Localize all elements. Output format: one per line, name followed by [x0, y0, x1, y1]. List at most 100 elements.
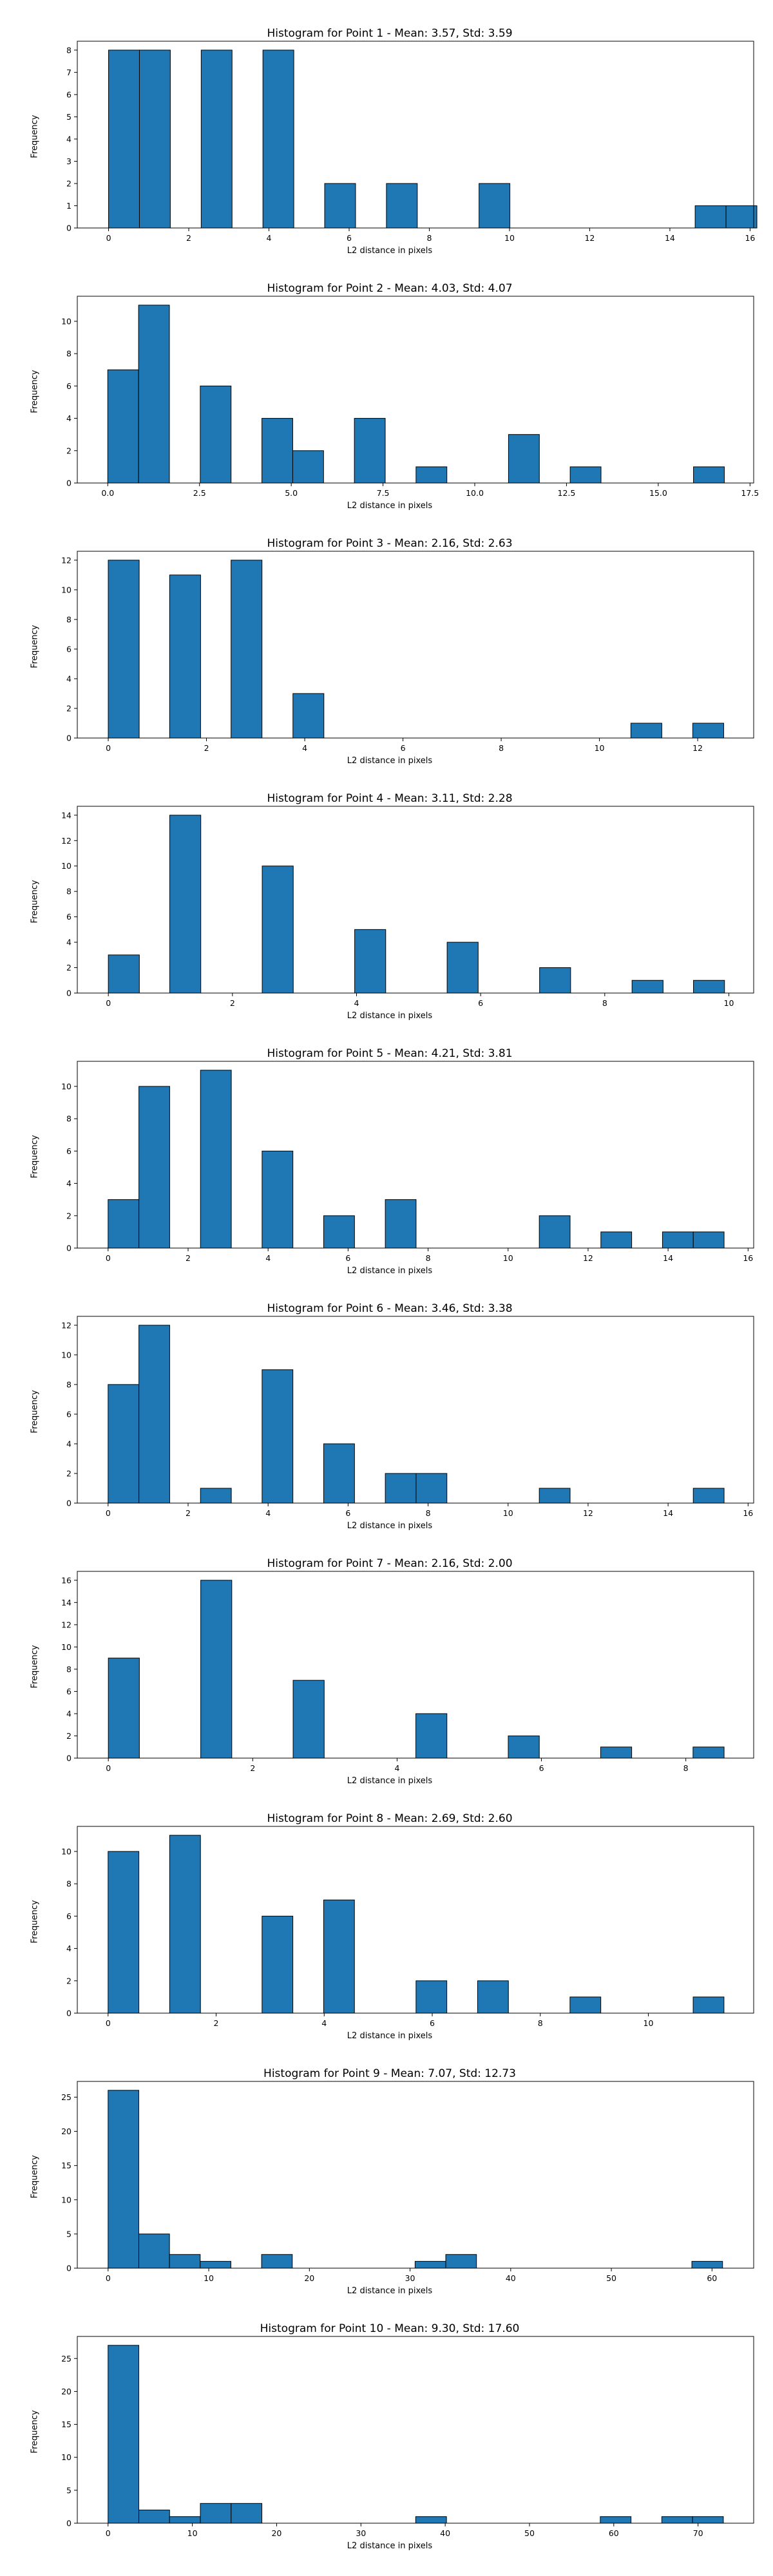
y-tick-label: 8 [66, 1879, 72, 1889]
chart-title: Histogram for Point 8 - Mean: 2.69, Std:… [267, 1812, 513, 1825]
y-tick-label: 8 [66, 45, 72, 55]
histogram-bar [231, 560, 263, 739]
histogram-bar [386, 183, 418, 229]
histogram-bar [569, 466, 602, 484]
x-axis-label: L2 distance in pixels [347, 1776, 433, 1786]
axes-frame [77, 41, 754, 229]
y-tick-label: 1 [66, 201, 72, 211]
y-tick-label: 7 [66, 68, 72, 77]
x-tick-label: 12 [583, 1508, 593, 1518]
x-tick-label: 2 [186, 1508, 191, 1518]
histogram-bar [169, 815, 202, 994]
axes-frame [77, 296, 754, 484]
histogram-bar [692, 1747, 725, 1759]
y-axis-label: Frequency [30, 1645, 40, 1689]
histogram-bar [354, 418, 386, 484]
histogram-bar [108, 50, 140, 229]
y-tick-label: 5 [66, 2229, 72, 2239]
x-tick-label: 8 [538, 2018, 543, 2028]
y-tick-label: 6 [66, 644, 72, 654]
histogram-bar [262, 1369, 294, 1504]
histogram-panel-10: Histogram for Point 10 - Mean: 9.30, Std… [0, 2297, 773, 2552]
x-tick-label: 10 [644, 2018, 654, 2028]
y-tick-label: 16 [61, 1575, 72, 1585]
axes-frame [77, 806, 754, 994]
histogram-bar [692, 1996, 725, 2014]
histogram-bar [415, 1980, 448, 2014]
histogram-panel-4: Histogram for Point 4 - Mean: 3.11, Std:… [0, 766, 773, 1021]
y-tick-label: 2 [66, 446, 72, 455]
histogram-bar [108, 954, 140, 994]
y-tick-label: 0 [66, 1754, 72, 1763]
histogram-bar [692, 1231, 725, 1249]
histogram-bar [200, 2503, 232, 2524]
y-tick-label: 20 [61, 2126, 72, 2136]
x-tick-label: 8 [602, 998, 607, 1008]
x-tick-label: 20 [271, 2528, 282, 2538]
y-tick-label: 0 [66, 2009, 72, 2018]
x-tick-label: 10 [187, 2528, 198, 2538]
histogram-bar [569, 1996, 602, 2014]
histogram-panel-2: Histogram for Point 2 - Mean: 4.03, Std:… [0, 256, 773, 511]
histogram-bar [354, 929, 386, 994]
x-tick-label: 6 [478, 998, 483, 1008]
x-tick-label: 10 [204, 2273, 214, 2283]
histogram-bar [415, 1713, 448, 1759]
y-tick-label: 12 [61, 1320, 72, 1330]
x-tick-label: 0 [106, 743, 111, 753]
histogram-bar [630, 723, 662, 739]
histogram-bar [445, 2254, 477, 2269]
histogram-bar [600, 1231, 633, 1249]
y-tick-label: 2 [66, 703, 72, 713]
x-tick-label: 0 [106, 2273, 111, 2283]
y-axis-label: Frequency [30, 1390, 40, 1434]
y-tick-label: 2 [66, 1211, 72, 1220]
histogram-bar [262, 1150, 294, 1249]
x-tick-label: 15.0 [649, 488, 667, 498]
y-tick-label: 2 [66, 1468, 72, 1478]
y-tick-label: 12 [61, 836, 72, 846]
histogram-bar [107, 369, 139, 484]
histogram-bar [108, 1199, 140, 1249]
y-tick-label: 14 [61, 810, 72, 820]
histogram-bar [324, 183, 356, 229]
x-tick-label: 17.5 [741, 488, 759, 498]
histogram-bar [539, 1488, 571, 1504]
y-tick-label: 12 [61, 1620, 72, 1629]
histogram-bar [692, 723, 724, 739]
histogram-panel-8: Histogram for Point 8 - Mean: 2.69, Std:… [0, 1786, 773, 2041]
x-tick-label: 0 [106, 998, 111, 1008]
x-tick-label: 10 [724, 998, 734, 1008]
histogram-bar [262, 866, 294, 994]
y-tick-label: 2 [66, 963, 72, 972]
histogram-panel-9: Histogram for Point 9 - Mean: 7.07, Std:… [0, 2041, 773, 2297]
y-tick-label: 8 [66, 1379, 72, 1389]
x-tick-label: 4 [267, 233, 272, 243]
y-tick-label: 0 [66, 989, 72, 998]
x-tick-label: 12.5 [558, 488, 576, 498]
x-tick-label: 12 [584, 233, 595, 243]
x-tick-label: 16 [743, 1508, 753, 1518]
x-tick-label: 7.5 [377, 488, 390, 498]
histogram-panel-1: Histogram for Point 1 - Mean: 3.57, Std:… [0, 1, 773, 256]
x-axis-label: L2 distance in pixels [347, 756, 433, 766]
x-tick-label: 10 [504, 233, 515, 243]
histogram-bar [200, 2260, 231, 2269]
histogram-bar [691, 2260, 723, 2269]
chart-title: Histogram for Point 10 - Mean: 9.30, Std… [260, 2322, 520, 2335]
y-axis-label: Frequency [30, 625, 40, 668]
x-tick-label: 60 [707, 2273, 717, 2283]
y-axis-label: Frequency [30, 1900, 40, 1944]
chart-title: Histogram for Point 2 - Mean: 4.03, Std:… [267, 282, 513, 295]
x-tick-label: 0 [106, 2528, 111, 2538]
x-tick-label: 40 [440, 2528, 450, 2538]
y-tick-label: 5 [66, 2485, 72, 2495]
histogram-bar [200, 1580, 233, 1759]
x-tick-label: 14 [663, 1253, 673, 1263]
histogram-bar [631, 980, 663, 994]
y-tick-label: 6 [66, 90, 72, 99]
y-tick-label: 3 [66, 156, 72, 166]
x-tick-label: 30 [356, 2528, 366, 2538]
axes-frame [77, 1571, 754, 1759]
x-tick-label: 14 [663, 1508, 673, 1518]
